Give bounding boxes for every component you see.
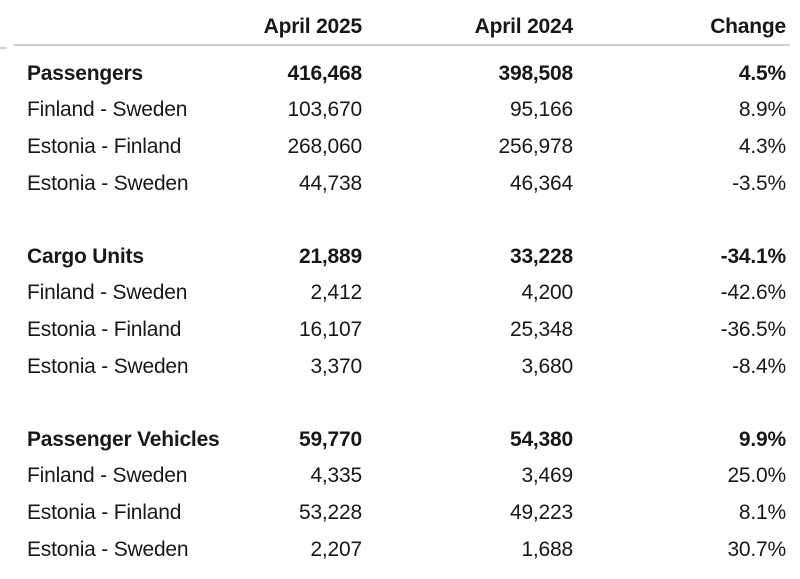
cell-april-2024: 25,348 xyxy=(509,317,573,341)
table-row-cargo-estonia-finland: Estonia - Finland 16,107 25,348 -36.5% xyxy=(0,311,800,348)
cell-change: 30.7% xyxy=(727,537,786,561)
cell-april-2025: 59,770 xyxy=(298,427,362,451)
cell-change: 8.9% xyxy=(738,98,786,122)
section-spacer xyxy=(0,201,800,238)
cell-change: -42.6% xyxy=(720,281,787,305)
row-label: Finland - Sweden xyxy=(27,464,188,488)
cell-april-2025: 53,228 xyxy=(298,500,362,524)
cell-april-2025: 4,335 xyxy=(310,464,362,488)
cell-april-2024: 3,680 xyxy=(521,354,573,378)
table-row-cargo-finland-sweden: Finland - Sweden 2,412 4,200 -42.6% xyxy=(0,275,800,312)
cell-change: 8.1% xyxy=(738,500,786,524)
table-row-cargo-total: Cargo Units 21,889 33,228 -34.1% xyxy=(0,238,800,275)
cell-change: -36.5% xyxy=(720,317,787,341)
row-label: Estonia - Sweden xyxy=(27,354,189,378)
statistics-table: April 2025 April 2024 Change Passengers … xyxy=(0,0,800,567)
cell-april-2025: 16,107 xyxy=(298,317,362,341)
table-row-passengers-estonia-sweden: Estonia - Sweden 44,738 46,364 -3.5% xyxy=(0,165,800,202)
row-label: Estonia - Finland xyxy=(27,134,182,158)
row-label: Estonia - Finland xyxy=(27,317,182,341)
cell-april-2025: 2,207 xyxy=(310,537,362,561)
table-row-vehicles-total: Passenger Vehicles 59,770 54,380 9.9% xyxy=(0,421,800,458)
cell-april-2024: 54,380 xyxy=(509,427,573,451)
table-row-vehicles-estonia-finland: Estonia - Finland 53,228 49,223 8.1% xyxy=(0,494,800,531)
cell-change: -3.5% xyxy=(732,171,786,195)
column-header-change: Change xyxy=(710,14,786,38)
cell-april-2025: 103,670 xyxy=(287,98,362,122)
row-label: Cargo Units xyxy=(27,244,144,268)
cell-change: 4.3% xyxy=(738,134,786,158)
cell-change: 4.5% xyxy=(738,61,786,85)
row-label: Estonia - Finland xyxy=(27,500,182,524)
cell-april-2024: 46,364 xyxy=(509,171,573,195)
cell-april-2024: 398,508 xyxy=(498,61,573,85)
cell-april-2025: 3,370 xyxy=(310,354,362,378)
row-label: Finland - Sweden xyxy=(27,281,188,305)
table-row-passengers-total: Passengers 416,468 398,508 4.5% xyxy=(0,55,800,92)
header-divider xyxy=(13,44,790,46)
row-label: Estonia - Sweden xyxy=(27,537,189,561)
section-spacer xyxy=(0,384,800,421)
cell-april-2024: 256,978 xyxy=(498,134,573,158)
cell-april-2025: 268,060 xyxy=(287,134,362,158)
cell-april-2024: 95,166 xyxy=(509,98,573,122)
table-row-vehicles-finland-sweden: Finland - Sweden 4,335 3,469 25.0% xyxy=(0,458,800,495)
column-header-april-2024: April 2024 xyxy=(474,14,574,38)
table-body: Passengers 416,468 398,508 4.5% Finland … xyxy=(0,46,800,567)
cell-april-2024: 33,228 xyxy=(509,244,573,268)
cell-april-2025: 44,738 xyxy=(298,171,362,195)
cell-change: -34.1% xyxy=(720,244,787,268)
table-row-vehicles-estonia-sweden: Estonia - Sweden 2,207 1,688 30.7% xyxy=(0,531,800,568)
table-header-row: April 2025 April 2024 Change xyxy=(0,0,800,44)
cell-change: -8.4% xyxy=(732,354,786,378)
cell-april-2024: 1,688 xyxy=(521,537,573,561)
row-label: Passenger Vehicles xyxy=(27,427,220,451)
cell-april-2025: 2,412 xyxy=(310,281,362,305)
header-divider-stub xyxy=(0,47,7,49)
column-header-april-2025: April 2025 xyxy=(263,14,363,38)
cell-april-2024: 4,200 xyxy=(521,281,573,305)
cell-change: 25.0% xyxy=(727,464,786,488)
cell-change: 9.9% xyxy=(738,427,786,451)
cell-april-2025: 21,889 xyxy=(298,244,362,268)
cell-april-2025: 416,468 xyxy=(287,61,362,85)
table-row-passengers-estonia-finland: Estonia - Finland 268,060 256,978 4.3% xyxy=(0,128,800,165)
row-label: Finland - Sweden xyxy=(27,98,188,122)
cell-april-2024: 49,223 xyxy=(509,500,573,524)
row-label: Passengers xyxy=(27,61,143,85)
row-label: Estonia - Sweden xyxy=(27,171,189,195)
table-row-passengers-finland-sweden: Finland - Sweden 103,670 95,166 8.9% xyxy=(0,92,800,129)
cell-april-2024: 3,469 xyxy=(521,464,573,488)
table-row-cargo-estonia-sweden: Estonia - Sweden 3,370 3,680 -8.4% xyxy=(0,348,800,385)
